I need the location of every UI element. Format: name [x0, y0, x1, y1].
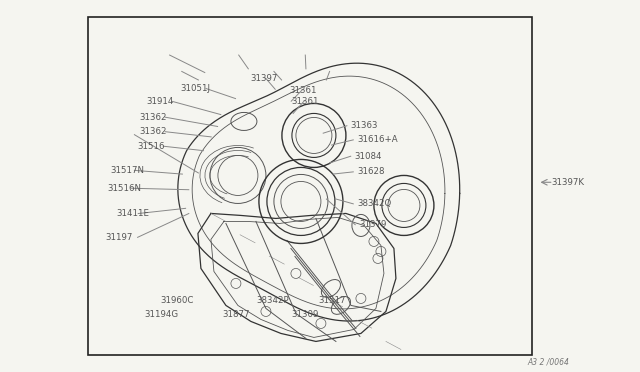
- Text: 31516N: 31516N: [108, 184, 141, 193]
- Text: 31877: 31877: [223, 310, 250, 319]
- Text: 31197: 31197: [106, 233, 133, 242]
- Text: 38342Q: 38342Q: [357, 199, 392, 208]
- Text: 38342P: 38342P: [256, 296, 289, 305]
- Text: A3 2 /0064: A3 2 /0064: [528, 357, 570, 366]
- Text: 31516: 31516: [138, 142, 165, 151]
- Text: 31411E: 31411E: [116, 209, 150, 218]
- Text: 31363: 31363: [351, 121, 378, 130]
- Text: 31628: 31628: [357, 167, 385, 176]
- Text: 31517: 31517: [319, 296, 346, 305]
- Text: 31309: 31309: [291, 310, 319, 319]
- Text: 31194G: 31194G: [144, 310, 178, 319]
- Text: 31361: 31361: [289, 86, 317, 94]
- Text: 31517N: 31517N: [110, 166, 144, 175]
- Text: 31362: 31362: [140, 113, 167, 122]
- Text: 31361: 31361: [291, 97, 319, 106]
- Text: 31397K: 31397K: [552, 178, 585, 187]
- Bar: [88, 17, 532, 355]
- Text: 31362: 31362: [140, 127, 167, 136]
- Text: 31960C: 31960C: [160, 296, 193, 305]
- Text: 31914: 31914: [146, 97, 173, 106]
- Text: 31379: 31379: [360, 220, 387, 229]
- Text: 31084: 31084: [355, 152, 382, 161]
- Text: 31051J: 31051J: [180, 84, 211, 93]
- Text: 31397: 31397: [251, 74, 278, 83]
- Text: 31616+A: 31616+A: [357, 135, 397, 144]
